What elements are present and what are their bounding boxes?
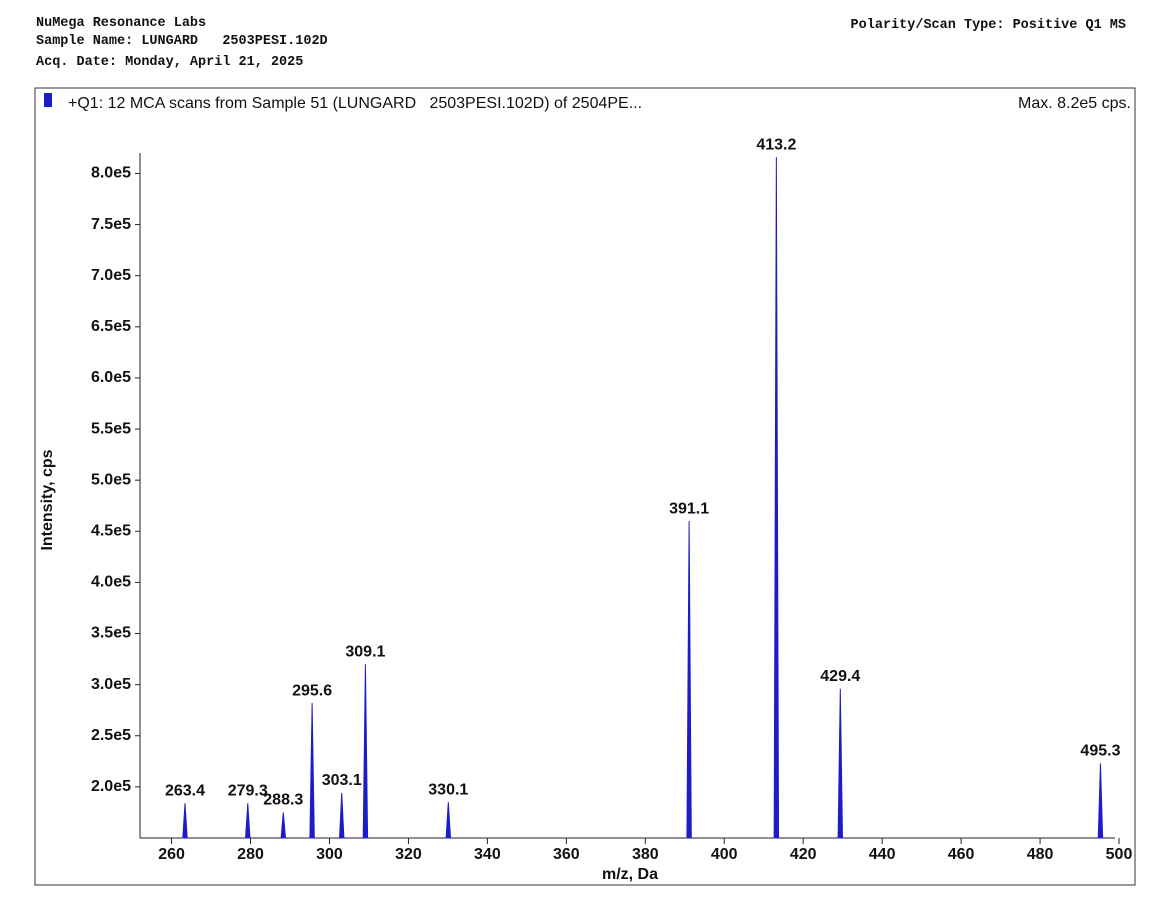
x-axis-label: m/z, Da: [602, 866, 658, 883]
y-tick-label: 7.5e5: [91, 216, 131, 233]
chart-title: +Q1: 12 MCA scans from Sample 51 (LUNGAR…: [68, 95, 642, 112]
peak-label: 413.2: [756, 136, 796, 153]
x-tick-label: 320: [395, 846, 422, 863]
y-tick-label: 2.0e5: [91, 778, 131, 795]
y-tick-label: 4.0e5: [91, 574, 131, 591]
peak-label: 495.3: [1080, 743, 1120, 760]
peak: [773, 157, 780, 839]
y-tick-label: 2.5e5: [91, 727, 131, 744]
peak: [837, 688, 844, 839]
lab-name: NuMega Resonance Labs: [36, 16, 207, 31]
x-tick-label: 340: [474, 846, 501, 863]
y-tick-label: 3.5e5: [91, 625, 131, 642]
y-tick-label: 3.0e5: [91, 676, 131, 693]
y-tick-label: 5.0e5: [91, 471, 131, 488]
peak: [338, 792, 345, 839]
peak-label: 330.1: [428, 781, 468, 798]
x-tick-label: 480: [1027, 846, 1054, 863]
y-axis-label: Intensity, cps: [39, 449, 56, 550]
y-tick-label: 6.5e5: [91, 318, 131, 335]
y-tick-label: 8.0e5: [91, 165, 131, 182]
x-tick-label: 400: [711, 846, 738, 863]
y-tick-label: 5.5e5: [91, 420, 131, 437]
y-tick-label: 7.0e5: [91, 267, 131, 284]
x-tick-label: 440: [869, 846, 896, 863]
peak-label: 391.1: [669, 500, 709, 517]
peak: [245, 803, 251, 839]
x-tick-label: 380: [632, 846, 659, 863]
sample-name: Sample Name: LUNGARD 2503PESI.102D: [36, 34, 328, 49]
peak: [686, 521, 692, 839]
legend-swatch: [44, 93, 52, 107]
peak: [280, 812, 287, 839]
peak: [182, 803, 188, 839]
x-tick-label: 360: [553, 846, 580, 863]
y-tick-label: 6.0e5: [91, 369, 131, 386]
x-tick-label: 460: [948, 846, 975, 863]
peak: [309, 703, 315, 839]
scan-type: Polarity/Scan Type: Positive Q1 MS: [850, 18, 1126, 33]
peak-label: 429.4: [820, 668, 860, 685]
peak-label: 309.1: [345, 643, 385, 660]
acq-date: Acq. Date: Monday, April 21, 2025: [36, 55, 304, 70]
peak: [445, 802, 452, 839]
peak-label: 288.3: [263, 792, 303, 809]
peak-label: 279.3: [228, 782, 268, 799]
x-tick-label: 260: [158, 846, 185, 863]
x-tick-label: 420: [790, 846, 817, 863]
x-tick-label: 500: [1106, 846, 1133, 863]
peak-label: 303.1: [322, 772, 362, 789]
peak-label: 295.6: [292, 682, 332, 699]
x-tick-label: 300: [316, 846, 343, 863]
peak: [1097, 763, 1104, 839]
x-tick-label: 280: [237, 846, 264, 863]
max-annotation: Max. 8.2e5 cps.: [1018, 95, 1131, 112]
y-tick-label: 4.5e5: [91, 523, 131, 540]
chart-frame: [34, 87, 1136, 886]
peak: [362, 664, 369, 839]
peak-label: 263.4: [165, 782, 205, 799]
